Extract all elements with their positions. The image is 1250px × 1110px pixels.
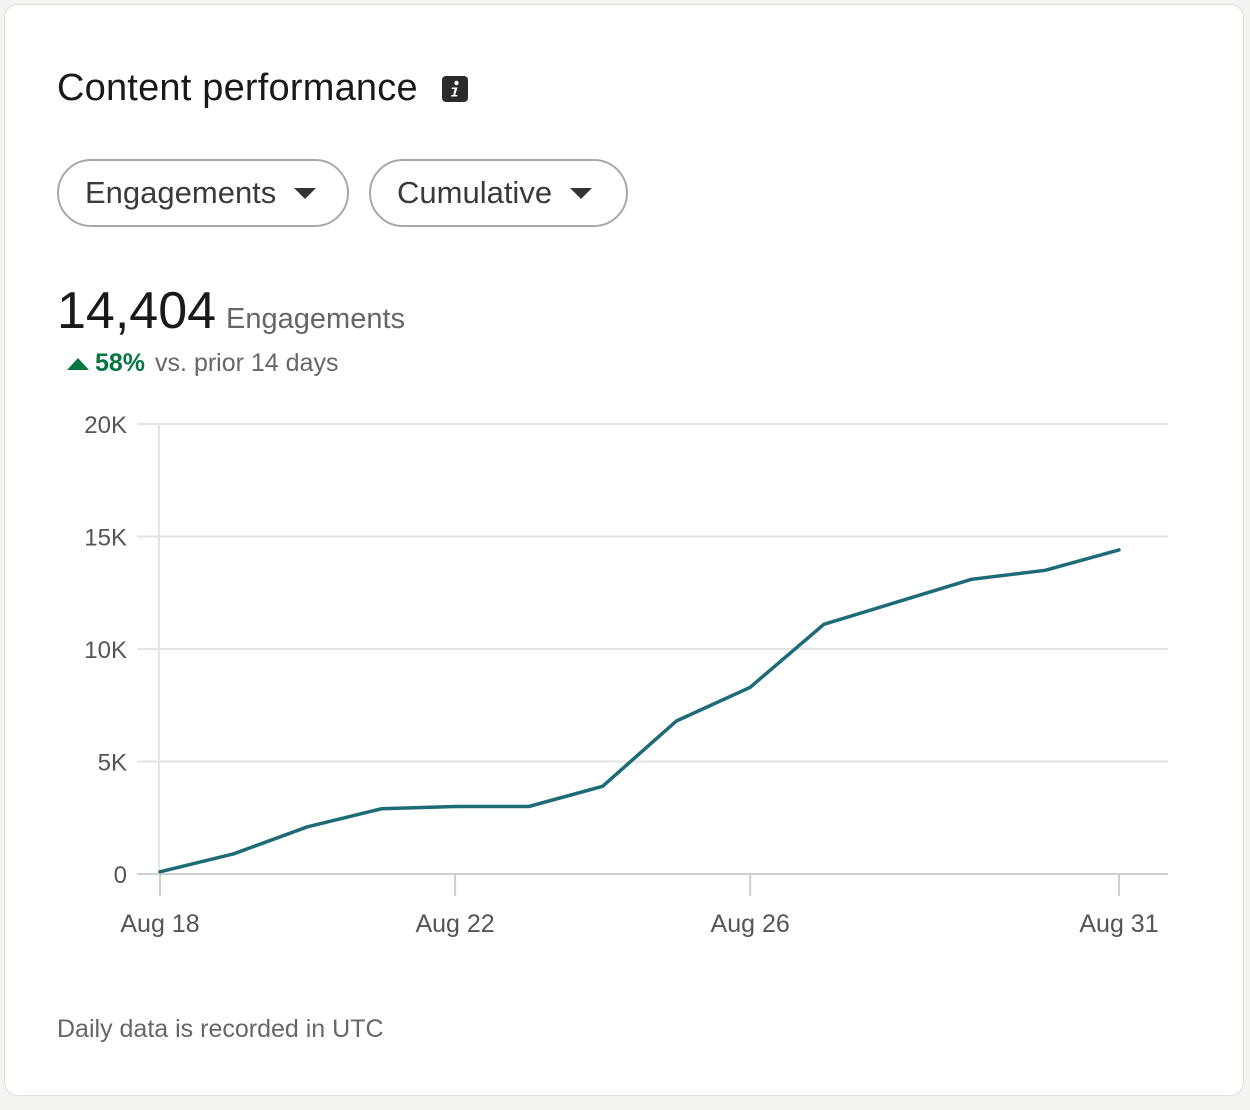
- data-point: [1117, 548, 1121, 552]
- metric-summary: 14,404 Engagements: [57, 281, 405, 341]
- x-tick-label: Aug 31: [1079, 910, 1158, 938]
- data-point: [748, 685, 752, 689]
- data-point: [674, 719, 678, 723]
- data-point: [232, 852, 236, 856]
- caret-down-icon: [294, 187, 317, 199]
- x-tick-label: Aug 18: [120, 910, 199, 938]
- metric-unit: Engagements: [226, 303, 406, 335]
- y-tick-label: 0: [114, 862, 127, 889]
- data-point: [453, 805, 457, 808]
- info-icon[interactable]: [441, 75, 468, 102]
- data-point: [379, 807, 383, 811]
- y-tick-label: 5K: [98, 750, 127, 777]
- delta-indicator: 58% vs. prior 14 days: [67, 349, 338, 378]
- data-point: [969, 577, 973, 581]
- data-point: [158, 870, 162, 874]
- x-tick-label: Aug 26: [711, 910, 790, 938]
- filter-row: Engagements Cumulative: [57, 159, 628, 227]
- content-performance-card: Content performance Engagements Cumulati…: [4, 4, 1244, 1096]
- series-line: [158, 548, 1121, 874]
- delta-text: vs. prior 14 days: [155, 349, 339, 377]
- engagements-line-chart: 0 5K 10K 15K 20K Aug 18 Aug 22 Aug 26 Aug 31: [84, 412, 1168, 938]
- arrow-up-icon: [67, 357, 89, 370]
- data-point: [896, 600, 900, 604]
- metric-dropdown-label: Engagements: [85, 175, 277, 210]
- x-tick-label: Aug 22: [415, 910, 494, 938]
- mode-dropdown-label: Cumulative: [397, 175, 553, 210]
- footnote: Daily data is recorded in UTC: [57, 1015, 384, 1043]
- caret-down-icon: [570, 187, 593, 199]
- y-tick-label: 10K: [84, 637, 127, 664]
- title-row: Content performance: [57, 67, 468, 110]
- data-point: [822, 622, 826, 626]
- data-point: [601, 784, 605, 788]
- card-title: Content performance: [57, 67, 418, 109]
- y-tick-label: 15K: [84, 525, 127, 552]
- y-tick-label: 20K: [84, 412, 127, 439]
- delta-percent: 58%: [95, 349, 146, 377]
- metric-dropdown[interactable]: Engagements: [57, 159, 349, 227]
- mode-dropdown[interactable]: Cumulative: [369, 159, 628, 227]
- metric-value: 14,404: [57, 282, 217, 340]
- data-point: [306, 825, 310, 829]
- data-point: [527, 805, 531, 808]
- data-point: [1043, 568, 1047, 572]
